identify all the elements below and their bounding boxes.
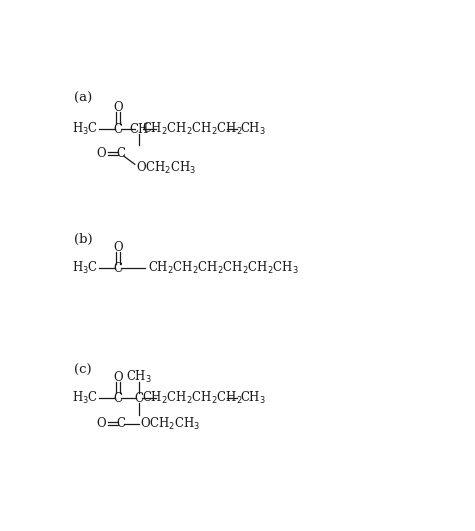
Text: O: O [114, 101, 123, 114]
Text: CH$_2$CH$_2$CH$_2$CH$_2$: CH$_2$CH$_2$CH$_2$CH$_2$ [142, 390, 242, 406]
Text: O: O [97, 147, 106, 160]
Text: (c): (c) [74, 364, 92, 377]
Text: C: C [117, 417, 126, 430]
Text: C: C [114, 123, 123, 135]
Text: (b): (b) [74, 233, 93, 246]
Text: CH$_3$: CH$_3$ [240, 390, 266, 406]
Text: C: C [134, 392, 143, 405]
Text: CH$_2$CH$_2$CH$_2$CH$_2$CH$_2$CH$_3$: CH$_2$CH$_2$CH$_2$CH$_2$CH$_2$CH$_3$ [148, 260, 298, 276]
Text: CH$_3$: CH$_3$ [240, 121, 266, 137]
Text: CH$_3$: CH$_3$ [125, 369, 152, 386]
Text: H$_3$C: H$_3$C [72, 260, 98, 276]
Text: C: C [117, 147, 126, 160]
Text: (a): (a) [74, 92, 92, 105]
Text: H$_3$C: H$_3$C [72, 121, 98, 137]
Text: C: C [114, 392, 123, 405]
Text: O: O [97, 417, 106, 430]
Text: C: C [114, 262, 123, 275]
Text: CH: CH [129, 123, 148, 135]
Text: OCH$_2$CH$_3$: OCH$_2$CH$_3$ [140, 415, 200, 432]
Text: OCH$_2$CH$_3$: OCH$_2$CH$_3$ [136, 159, 196, 176]
Text: O: O [114, 241, 123, 254]
Text: O: O [114, 371, 123, 384]
Text: CH$_2$CH$_2$CH$_2$CH$_2$: CH$_2$CH$_2$CH$_2$CH$_2$ [142, 121, 242, 137]
Text: H$_3$C: H$_3$C [72, 390, 98, 406]
